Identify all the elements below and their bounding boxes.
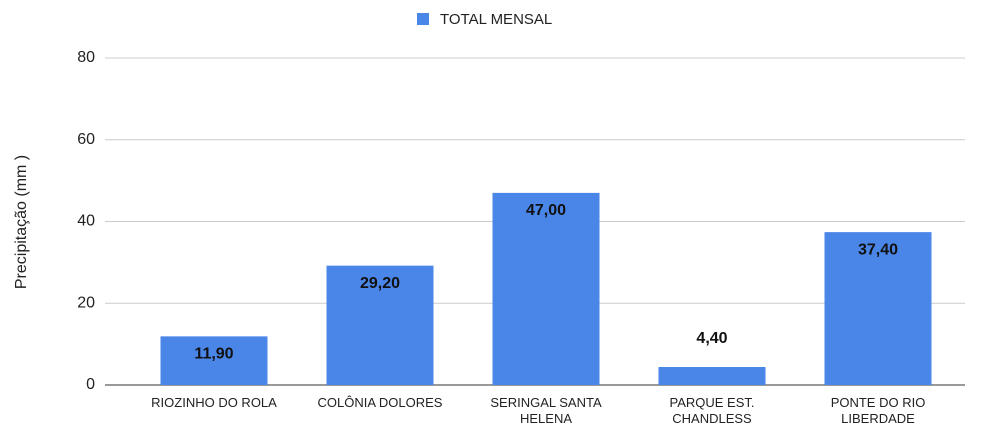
- y-tick-label: 80: [77, 49, 95, 66]
- bar: [658, 367, 766, 385]
- bar: [326, 265, 434, 385]
- y-tick-label: 20: [77, 294, 95, 311]
- bar: [492, 192, 600, 385]
- data-label: 4,40: [696, 330, 727, 347]
- x-tick-label: PARQUE EST. CHANDLESS: [669, 395, 755, 426]
- legend-label: TOTAL MENSAL: [440, 11, 552, 28]
- x-tick-label: RIOZINHO DO ROLA: [151, 395, 277, 410]
- x-tick-label: COLÔNIA DOLORES: [317, 395, 443, 410]
- y-tick-label: 40: [77, 213, 95, 230]
- data-label: 37,40: [858, 241, 898, 258]
- y-tick-label: 0: [86, 376, 95, 393]
- x-tick-label: SERINGAL SANTA HELENA: [490, 395, 602, 426]
- data-label: 29,20: [360, 275, 400, 292]
- y-tick-label: 60: [77, 131, 95, 148]
- x-tick-label: PONTE DO RIO LIBERDADE: [830, 395, 926, 426]
- legend-swatch: [417, 13, 429, 25]
- data-label: 11,90: [194, 346, 233, 363]
- bar: [160, 336, 268, 385]
- data-label: 47,00: [526, 202, 566, 219]
- bar: [824, 232, 932, 385]
- y-axis-label: Precipitação (mm ): [13, 155, 30, 289]
